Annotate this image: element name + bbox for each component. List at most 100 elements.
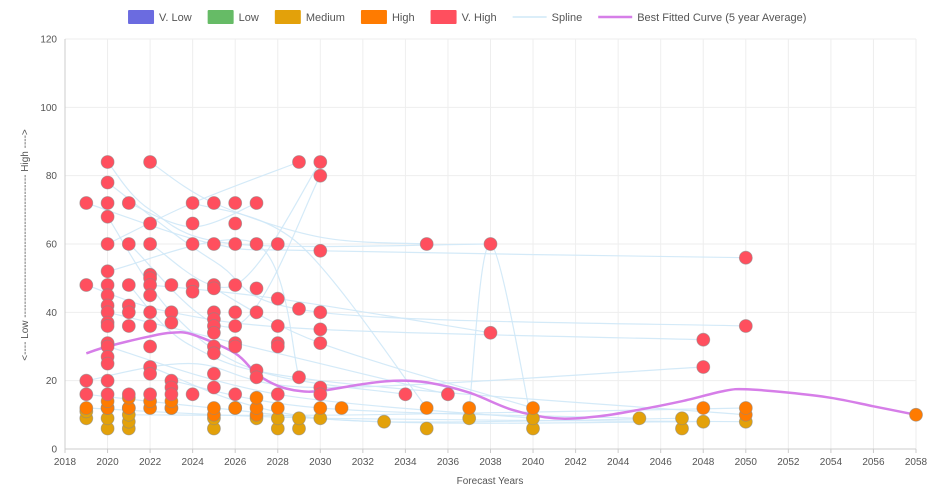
- point-v-high: [228, 237, 243, 251]
- point-v-high: [79, 278, 94, 292]
- legend-swatch: [360, 10, 387, 24]
- point-v-high: [79, 196, 94, 210]
- spline-line: [86, 284, 704, 341]
- legend-item-best-fitted-curve-5-year-average: Best Fitted Curve (5 year Average): [598, 12, 806, 24]
- legend-item-medium: Medium: [274, 10, 345, 24]
- point-high: [909, 407, 923, 422]
- x-tick-label: 2022: [139, 457, 162, 468]
- point-v-high: [206, 196, 221, 210]
- point-v-high: [270, 319, 285, 333]
- point-high: [313, 401, 328, 415]
- legend-item-spline: Spline: [512, 12, 582, 24]
- legend-label: V. Low: [159, 12, 192, 24]
- point-medium: [632, 411, 647, 426]
- point-high: [206, 401, 221, 415]
- point-v-high: [249, 370, 264, 385]
- point-v-high: [143, 366, 158, 381]
- legend-label: High: [392, 12, 415, 24]
- point-v-high: [249, 305, 264, 320]
- point-medium: [696, 414, 711, 429]
- point-v-high: [143, 155, 158, 169]
- point-v-high: [121, 237, 136, 251]
- point-v-high: [313, 322, 328, 337]
- point-v-high: [100, 196, 115, 210]
- point-v-high: [185, 237, 200, 251]
- spline-line: [128, 175, 321, 328]
- y-axis-label: <---- Low ------------------------------…: [20, 129, 31, 361]
- point-high: [462, 401, 477, 415]
- point-v-high: [143, 305, 158, 320]
- point-v-high: [143, 319, 158, 333]
- point-v-high: [143, 288, 158, 303]
- point-v-high: [164, 278, 179, 292]
- x-tick-label: 2058: [905, 457, 928, 468]
- spline-line: [107, 239, 300, 378]
- point-v-high: [185, 216, 200, 231]
- point-high: [419, 401, 434, 415]
- point-medium: [377, 414, 392, 429]
- spline-line: [149, 161, 427, 245]
- x-tick-label: 2030: [309, 457, 332, 468]
- point-v-high: [206, 237, 221, 251]
- point-v-high: [121, 196, 136, 210]
- point-v-high: [440, 387, 455, 402]
- point-v-high: [696, 360, 711, 374]
- spline-line: [107, 161, 300, 245]
- point-v-high: [100, 387, 115, 402]
- x-tick-label: 2026: [224, 457, 247, 468]
- point-medium: [292, 411, 306, 426]
- x-tick-label: 2034: [394, 457, 417, 468]
- point-v-high: [164, 387, 179, 402]
- x-tick-label: 2052: [777, 457, 800, 468]
- point-v-high: [398, 387, 413, 402]
- point-v-high: [206, 346, 221, 361]
- legend-item-high: High: [360, 10, 415, 24]
- point-v-high: [100, 155, 115, 169]
- spline-lines: [86, 161, 746, 429]
- point-v-high: [228, 196, 243, 210]
- point-v-high: [228, 387, 243, 402]
- point-v-high: [100, 209, 115, 224]
- point-v-high: [313, 387, 328, 402]
- axes: 2018 2020 2022 2024 2026 2028 2030 2032 2034 2036…: [40, 35, 927, 469]
- point-v-high: [100, 356, 115, 371]
- legend-item-low: Low: [207, 10, 259, 24]
- x-tick-label: 2028: [267, 457, 290, 468]
- point-v-high: [206, 380, 221, 395]
- point-v-high: [121, 278, 136, 292]
- point-v-high: [185, 387, 200, 402]
- point-v-high: [100, 319, 115, 333]
- point-v-high: [292, 155, 306, 169]
- point-v-high: [313, 305, 328, 320]
- legend-label: Medium: [306, 12, 345, 24]
- spline-line: [128, 407, 746, 416]
- point-v-high: [143, 387, 158, 402]
- point-v-high: [483, 325, 498, 340]
- fitted-curve-line: [85, 331, 917, 420]
- legend-label: V. High: [462, 12, 497, 24]
- x-tick-label: 2046: [650, 457, 673, 468]
- spline-line: [192, 202, 428, 409]
- point-v-high: [100, 175, 115, 190]
- point-v-high: [121, 319, 136, 333]
- point-v-high: [738, 319, 753, 333]
- point-v-high: [228, 305, 243, 320]
- best-fitted-curve: [85, 331, 917, 420]
- x-axis-label: Forecast Years: [457, 476, 524, 487]
- point-v-high: [249, 281, 264, 296]
- x-tick-label: 2044: [607, 457, 630, 468]
- point-v-high: [79, 387, 94, 402]
- legend: V. Low Low Medium High V. High Spline Best Fit…: [128, 10, 806, 24]
- point-v-high: [206, 325, 221, 340]
- point-v-high: [100, 237, 115, 251]
- legend-swatch: [274, 10, 301, 24]
- y-tick-label: 40: [46, 308, 58, 319]
- point-v-high: [249, 237, 264, 251]
- x-tick-label: 2050: [735, 457, 758, 468]
- x-tick-label: 2032: [352, 457, 375, 468]
- point-medium: [675, 411, 689, 426]
- x-tick-label: 2056: [862, 457, 885, 468]
- x-tick-label: 2048: [692, 457, 715, 468]
- point-high: [79, 401, 94, 415]
